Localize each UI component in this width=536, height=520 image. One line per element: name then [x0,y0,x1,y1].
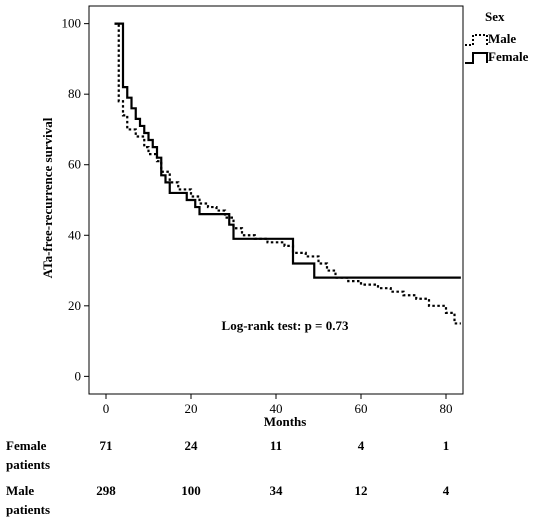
plot-frame [88,5,464,395]
risk-value: 100 [181,483,201,498]
risk-value: 34 [269,483,283,498]
logrank-annotation: Log-rank test: p = 0.73 [222,318,349,333]
y-tick-label: 20 [68,298,81,313]
legend-title: Sex [485,9,505,24]
x-axis-label: Months [264,414,307,429]
y-tick-label: 100 [62,16,82,31]
x-tick-label: 80 [440,401,453,416]
y-axis-label: ATa-free-recurrence survival [40,117,55,278]
legend-label-male: Male [488,31,516,46]
series-line-male [114,22,461,325]
legend-symbol-female [465,52,488,64]
risk-value: 71 [99,438,113,453]
y-tick-label: 60 [68,157,81,172]
risk-value: 298 [96,483,116,498]
risk-value: 24 [184,438,198,453]
risk-label-male-2: patients [6,502,51,517]
x-tick-label: 60 [355,401,368,416]
x-tick-label: 20 [185,401,198,416]
x-tick-label: 40 [270,401,283,416]
risk-label-female-1: Female [6,438,47,453]
y-tick-label: 0 [75,368,82,383]
risk-value: 12 [354,483,368,498]
y-tick-label: 80 [68,86,81,101]
risk-label-male-1: Male [6,483,35,498]
risk-value: 1 [442,438,450,453]
series-line-female [114,22,461,279]
risk-value: 4 [442,483,450,498]
risk-label-female-2: patients [6,457,51,472]
risk-value: 4 [357,438,365,453]
x-tick-label: 0 [103,401,110,416]
legend-symbol-male [465,34,488,46]
risk-value: 11 [269,438,283,453]
legend: Sex Male Female [465,9,529,64]
legend-label-female: Female [488,49,529,64]
y-tick-label: 40 [68,227,81,242]
